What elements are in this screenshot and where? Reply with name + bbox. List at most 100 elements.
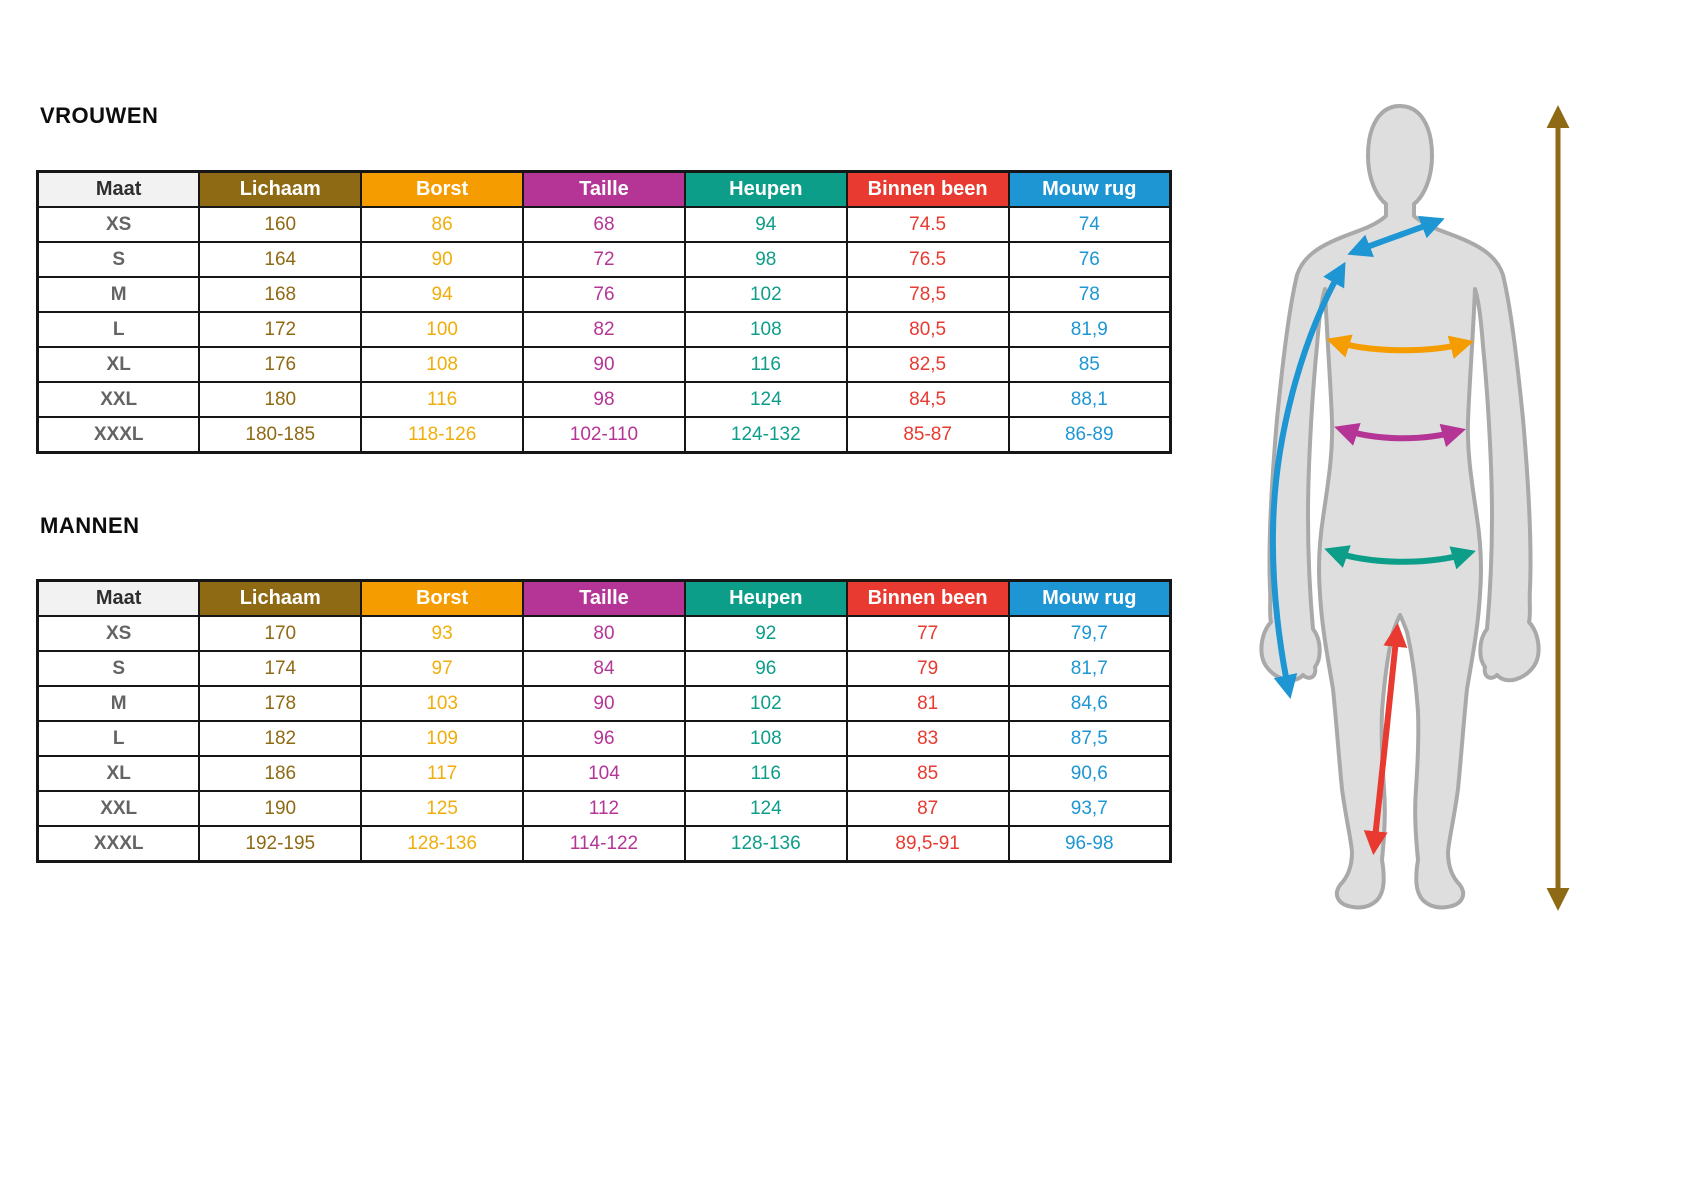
- women-size-table: Maat Lichaam Borst Taille Heupen Binnen been M…: [36, 170, 1172, 454]
- column-header-mouw_rug: Mouw rug: [1007, 579, 1172, 617]
- heupen-cell: 94: [683, 206, 848, 243]
- header-row: Maat Lichaam Borst Taille Heupen Binnen been M…: [36, 170, 1172, 208]
- size-cell: M: [36, 685, 201, 722]
- lichaam-cell: 168: [198, 276, 363, 313]
- taille-cell: 76: [522, 276, 686, 313]
- lichaam-cell: 178: [198, 685, 363, 722]
- mouw_rug-cell: 81,7: [1007, 650, 1172, 687]
- size-cell: XXXL: [36, 416, 201, 454]
- women-table-header: Maat Lichaam Borst Taille Heupen Binnen been M…: [36, 170, 1172, 208]
- heupen-cell: 96: [683, 650, 848, 687]
- heupen-cell: 108: [683, 720, 848, 757]
- mouw_rug-cell: 79,7: [1007, 615, 1172, 652]
- lichaam-cell: 176: [198, 346, 363, 383]
- taille-cell: 72: [522, 241, 686, 278]
- size-cell: XS: [36, 206, 201, 243]
- taille-cell: 102-110: [522, 416, 686, 454]
- men-size-table: Maat Lichaam Borst Taille Heupen Binnen been M…: [36, 579, 1172, 863]
- taille-cell: 112: [522, 790, 686, 827]
- mouw-rug-arm-arrow: [1269, 261, 1346, 700]
- mouw_rug-cell: 74: [1007, 206, 1172, 243]
- borst-cell: 108: [360, 346, 525, 383]
- lichaam-cell: 174: [198, 650, 363, 687]
- table-row: XXL 190 125 112 124 87 93,7: [36, 790, 1172, 827]
- heupen-cell: 128-136: [683, 825, 848, 863]
- binnen_been-cell: 80,5: [845, 311, 1010, 348]
- taille-cell: 68: [522, 206, 686, 243]
- column-header-binnen_been: Binnen been: [845, 579, 1010, 617]
- table-row: M 168 94 76 102 78,5 78: [36, 276, 1172, 313]
- mouw_rug-cell: 78: [1007, 276, 1172, 313]
- heupen-cell: 116: [683, 346, 848, 383]
- binnen_been-cell: 78,5: [845, 276, 1010, 313]
- binnen_been-cell: 81: [845, 685, 1010, 722]
- column-header-heupen: Heupen: [683, 579, 848, 617]
- binnen_been-cell: 77: [845, 615, 1010, 652]
- heupen-cell: 108: [683, 311, 848, 348]
- column-header-heupen: Heupen: [683, 170, 848, 208]
- size-cell: XXXL: [36, 825, 201, 863]
- table-row: XXXL 180-185 118-126 102-110 124-132 85-87 86-…: [36, 416, 1172, 454]
- borst-cell: 109: [360, 720, 525, 757]
- lichaam-cell: 190: [198, 790, 363, 827]
- taille-cell: 82: [522, 311, 686, 348]
- table-row: XS 160 86 68 94 74.5 74: [36, 206, 1172, 243]
- heupen-cell: 116: [683, 755, 848, 792]
- binnen_been-cell: 89,5-91: [845, 825, 1010, 863]
- column-header-mouw_rug: Mouw rug: [1007, 170, 1172, 208]
- binnen_been-cell: 83: [845, 720, 1010, 757]
- mouw_rug-cell: 96-98: [1007, 825, 1172, 863]
- binnen_been-cell: 85-87: [845, 416, 1010, 454]
- borst-cell: 90: [360, 241, 525, 278]
- lichaam-cell: 182: [198, 720, 363, 757]
- table-row: S 164 90 72 98 76.5 76: [36, 241, 1172, 278]
- table-row: M 178 103 90 102 81 84,6: [36, 685, 1172, 722]
- mouw_rug-cell: 81,9: [1007, 311, 1172, 348]
- lichaam-cell: 186: [198, 755, 363, 792]
- size-cell: S: [36, 241, 201, 278]
- figure-svg: [1259, 104, 1570, 911]
- column-header-binnen_been: Binnen been: [845, 170, 1010, 208]
- mouw_rug-cell: 76: [1007, 241, 1172, 278]
- column-header-lichaam: Lichaam: [198, 170, 363, 208]
- mouw_rug-cell: 90,6: [1007, 755, 1172, 792]
- taille-cell: 96: [522, 720, 686, 757]
- table-row: S 174 97 84 96 79 81,7: [36, 650, 1172, 687]
- mouw_rug-cell: 87,5: [1007, 720, 1172, 757]
- mouw_rug-cell: 88,1: [1007, 381, 1172, 418]
- heupen-cell: 102: [683, 685, 848, 722]
- borst-cell: 117: [360, 755, 525, 792]
- lichaam-cell: 164: [198, 241, 363, 278]
- men-section-title: MANNEN: [40, 513, 140, 538]
- binnen-been-arrow: [1363, 622, 1408, 856]
- body-measurement-figure: [1240, 98, 1580, 918]
- taille-cell: 84: [522, 650, 686, 687]
- taille-cell: 104: [522, 755, 686, 792]
- lichaam-cell: 192-195: [198, 825, 363, 863]
- taille-cell: 114-122: [522, 825, 686, 863]
- heupen-cell: 98: [683, 241, 848, 278]
- size-cell: XS: [36, 615, 201, 652]
- taille-cell: 98: [522, 381, 686, 418]
- size-cell: L: [36, 720, 201, 757]
- women-table-body: XS 160 86 68 94 74.5 74 S 164 90 72 98 76.5 76 M 168 94 7…: [36, 206, 1172, 454]
- table-row: L 182 109 96 108 83 87,5: [36, 720, 1172, 757]
- column-header-taille: Taille: [522, 170, 686, 208]
- size-cell: XXL: [36, 381, 201, 418]
- heupen-cell: 124-132: [683, 416, 848, 454]
- body-silhouette: [1259, 104, 1541, 910]
- mouw_rug-cell: 85: [1007, 346, 1172, 383]
- table-row: XL 176 108 90 116 82,5 85: [36, 346, 1172, 383]
- lichaam-cell: 170: [198, 615, 363, 652]
- column-header-maat: Maat: [36, 170, 201, 208]
- table-row: XXXL 192-195 128-136 114-122 128-136 89,5-91 9…: [36, 825, 1172, 863]
- size-cell: XL: [36, 755, 201, 792]
- taille-cell: 80: [522, 615, 686, 652]
- header-row: Maat Lichaam Borst Taille Heupen Binnen been M…: [36, 579, 1172, 617]
- binnen_been-cell: 79: [845, 650, 1010, 687]
- lichaam-cell: 172: [198, 311, 363, 348]
- column-header-borst: Borst: [360, 170, 525, 208]
- binnen_been-cell: 85: [845, 755, 1010, 792]
- borst-cell: 116: [360, 381, 525, 418]
- heupen-arrow: [1324, 545, 1476, 570]
